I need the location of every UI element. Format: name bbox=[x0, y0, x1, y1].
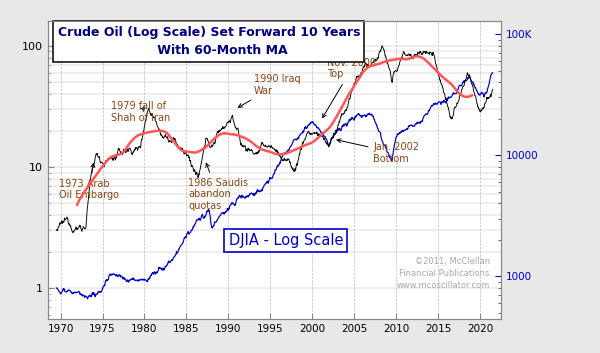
Text: ©2011, McClellan
Financial Publications
www.mcoscillator.com: ©2011, McClellan Financial Publications … bbox=[397, 257, 490, 289]
Text: DJIA - Log Scale: DJIA - Log Scale bbox=[229, 233, 343, 248]
Text: Crude Oil (Log Scale) Set Forward 10 Years
      With 60-Month MA: Crude Oil (Log Scale) Set Forward 10 Yea… bbox=[58, 26, 360, 57]
Text: 1979 fall of
Shah of Iran: 1979 fall of Shah of Iran bbox=[111, 101, 170, 123]
Text: 1973 Arab
Oil Embargo: 1973 Arab Oil Embargo bbox=[59, 163, 119, 201]
Text: 1990 Iraq
War: 1990 Iraq War bbox=[238, 74, 300, 107]
Text: Jan. 2002
Bottom: Jan. 2002 Bottom bbox=[337, 139, 419, 164]
Text: 1986 Saudis
abandon
quotas: 1986 Saudis abandon quotas bbox=[188, 163, 248, 211]
Text: Nov. 2000
Top: Nov. 2000 Top bbox=[323, 58, 376, 118]
